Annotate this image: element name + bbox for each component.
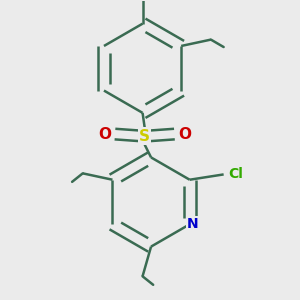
Text: Cl: Cl [228, 167, 243, 182]
Text: O: O [178, 127, 191, 142]
Text: N: N [187, 217, 199, 231]
Text: S: S [139, 129, 150, 144]
Text: O: O [98, 127, 111, 142]
